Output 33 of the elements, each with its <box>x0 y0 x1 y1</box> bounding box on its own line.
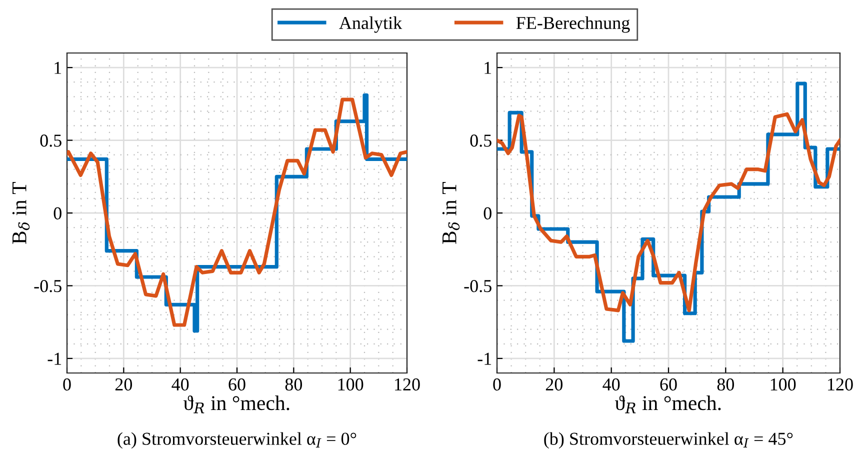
y-tick-label: 1 <box>484 62 492 74</box>
text: (a) Stromvorsteuerwinkel α$_{I}$ = 0° <box>118 432 356 449</box>
y-axis-title: B$_{δ}$ in T <box>442 182 460 244</box>
x-tick-label: 40 <box>602 378 620 391</box>
y-tick-label: -0.5 <box>34 280 62 292</box>
x-tick-label: 0 <box>63 378 71 391</box>
y-tick-label: -1 <box>478 352 492 365</box>
y-tick-label: 1 <box>54 62 62 74</box>
x-axis-title: ϑ$_{R}$ in °mech. <box>615 395 721 414</box>
line-series <box>497 112 840 312</box>
legend-label: Analytik <box>339 16 402 33</box>
y-tick-label: 0.5 <box>470 134 492 147</box>
y-axis-title: B$_{δ}$ in T <box>12 182 30 244</box>
x-tick-label: 80 <box>285 378 302 391</box>
x-tick-label: 20 <box>115 378 132 391</box>
y-tick-label: 0 <box>54 207 62 220</box>
x-tick-label: 40 <box>172 378 189 391</box>
x-tick-label: 100 <box>338 378 364 391</box>
x-tick-label: 120 <box>395 378 420 391</box>
x-tick-label: 20 <box>546 378 563 391</box>
x-tick-label: 60 <box>228 378 246 391</box>
x-tick-label: 0 <box>493 378 501 391</box>
x-tick-label: 80 <box>717 378 734 391</box>
y-tick-label: 0 <box>484 207 492 220</box>
y-tick-label: 0.5 <box>40 134 62 147</box>
x-axis-title: ϑ$_{R}$ in °mech. <box>184 395 290 414</box>
y-tick-label: -0.5 <box>464 280 492 292</box>
x-tick-label: 60 <box>660 378 677 391</box>
legend-label: FE-Berechnung <box>516 16 630 33</box>
x-tick-label: 100 <box>770 378 796 391</box>
x-tick-label: 120 <box>828 378 853 391</box>
y-tick-label: -1 <box>48 352 62 365</box>
text: (b) Stromvorsteuerwinkel α$_{I}$ = 45° <box>544 432 793 449</box>
